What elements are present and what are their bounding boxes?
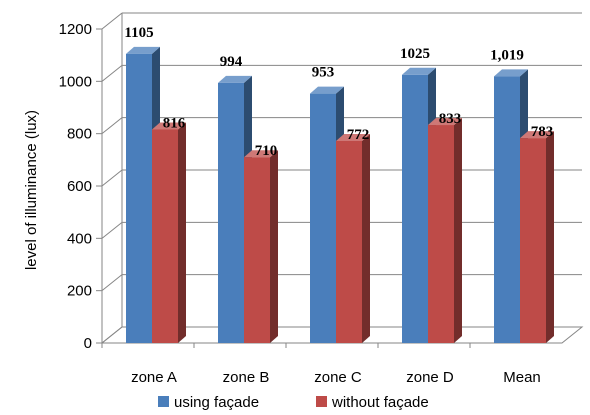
- data-label: 772: [347, 127, 370, 143]
- y-tick-label: 0: [84, 335, 92, 352]
- bar-front: [152, 129, 178, 343]
- bar-without-fa-ade-zone-b: [244, 150, 278, 343]
- bar-top: [244, 150, 278, 158]
- bar-top: [336, 133, 370, 141]
- gridline-side: [101, 64, 123, 82]
- bar-front: [244, 157, 270, 343]
- bar-top: [428, 118, 462, 126]
- gridline-side: [101, 117, 123, 135]
- x-tick-label: zone D: [406, 369, 454, 386]
- bar-top: [310, 86, 344, 94]
- bar-top: [402, 67, 436, 75]
- y-axis-ticks: 0 200 400 600 800 1000 1200: [59, 21, 102, 352]
- bar-front: [310, 93, 336, 343]
- data-label: 994: [220, 54, 243, 70]
- bar-front: [402, 74, 428, 344]
- data-label: 816: [163, 115, 186, 131]
- y-tick-label: 800: [67, 126, 92, 143]
- data-label: 833: [439, 111, 462, 127]
- bar-without-fa-ade-zone-a: [152, 122, 186, 343]
- bar-top: [152, 122, 186, 130]
- data-label: 1,019: [490, 47, 524, 63]
- y-tick-label: 600: [67, 178, 92, 195]
- gridline-side: [101, 12, 123, 30]
- legend-label-using-facade: using façade: [174, 394, 259, 411]
- x-tick-label: zone C: [314, 369, 362, 386]
- bar-front: [336, 140, 362, 343]
- gridline-side: [101, 274, 123, 292]
- data-label: 710: [255, 143, 278, 159]
- gridline-side: [101, 221, 123, 239]
- legend-label-without-facade: without façade: [331, 394, 429, 411]
- legend-swatch-using-facade: [158, 396, 169, 407]
- data-labels: 1105 816 994 710 953 772 1025 833 1,019 783: [124, 25, 553, 159]
- x-axis-ticks: zone A zone B zone C zone D Mean: [101, 343, 541, 386]
- bar-without-fa-ade-zone-d: [428, 118, 462, 343]
- gridline-side: [101, 169, 123, 187]
- bar-without-fa-ade-zone-c: [336, 133, 370, 343]
- bar-side: [362, 133, 370, 343]
- bar-without-fa-ade-mean: [520, 131, 554, 343]
- bar-top: [126, 46, 160, 54]
- bar-top: [218, 75, 252, 83]
- bar-side: [454, 118, 462, 343]
- bar-side: [270, 150, 278, 343]
- y-tick-label: 1000: [59, 73, 92, 90]
- data-label: 1105: [124, 25, 153, 41]
- bar-front: [218, 82, 244, 344]
- bar-side: [178, 122, 186, 343]
- bar-top: [494, 69, 528, 77]
- data-label: 783: [531, 124, 554, 140]
- bar-front: [428, 125, 454, 343]
- bar-top: [520, 131, 554, 139]
- bar-front: [126, 53, 152, 343]
- bar-front: [520, 138, 546, 343]
- x-tick-label: zone B: [223, 369, 270, 386]
- bar-front: [494, 76, 520, 343]
- y-tick-label: 200: [67, 283, 92, 300]
- legend-swatch-without-facade: [316, 396, 327, 407]
- y-tick-label: 400: [67, 230, 92, 247]
- x-tick-label: Mean: [503, 369, 541, 386]
- data-label: 953: [312, 65, 335, 81]
- y-tick-label: 1200: [59, 21, 92, 38]
- data-label: 1025: [400, 46, 430, 62]
- y-axis-label: level of illuminance (lux): [23, 110, 40, 270]
- bar-side: [546, 131, 554, 343]
- legend: using façade without façade: [158, 394, 429, 411]
- x-tick-label: zone A: [131, 369, 177, 386]
- bars: [126, 46, 554, 344]
